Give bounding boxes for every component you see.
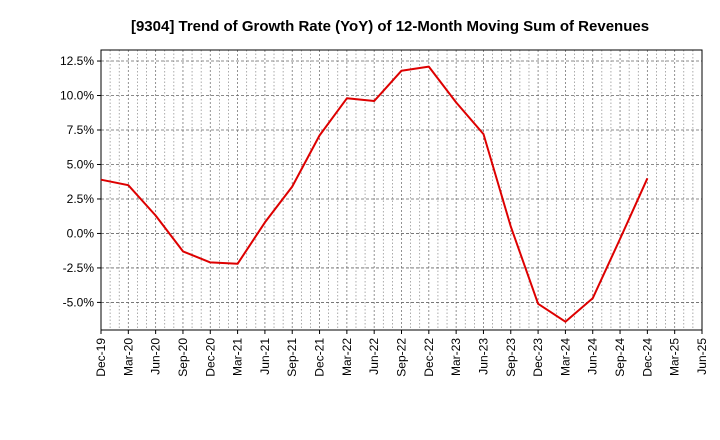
x-tick-label: Jun-24 [586, 338, 600, 375]
x-tick-label: Sep-21 [285, 338, 299, 377]
grid [101, 50, 702, 330]
x-tick-label: Mar-25 [668, 338, 682, 376]
x-tick-label: Dec-19 [94, 338, 108, 377]
y-tick-label: 10.0% [60, 89, 94, 103]
x-tick-label: Mar-22 [340, 338, 354, 376]
axes [97, 49, 703, 334]
series-layer [100, 65, 649, 323]
x-tick-label: Dec-23 [531, 338, 545, 377]
x-tick-label: Dec-22 [422, 338, 436, 377]
chart-title: [9304] Trend of Growth Rate (YoY) of 12-… [131, 18, 649, 35]
x-tick-label: Sep-22 [395, 338, 409, 377]
y-tick-label: 5.0% [67, 157, 95, 171]
x-tick-label: Sep-20 [176, 338, 190, 377]
x-tick-label: Mar-24 [558, 338, 572, 376]
x-tick-label: Dec-24 [640, 338, 654, 377]
y-tick-label: 0.0% [67, 226, 95, 240]
y-tick-label: -2.5% [63, 261, 95, 275]
x-tick-label: Jun-25 [695, 338, 709, 375]
y-axis-ticks: 12.5% 10.0% 7.5% 5.0% 2.5% 0.0% -2.5% -5.0% [60, 54, 94, 309]
x-tick-label: Mar-20 [121, 338, 135, 376]
y-tick-label: 12.5% [60, 54, 94, 68]
x-tick-label: Dec-21 [313, 338, 327, 377]
x-tick-label: Sep-24 [613, 338, 627, 377]
x-axis-ticks: Dec-19 Mar-20 Jun-20 Sep-20 Dec-20 Mar-21 Jun-… [94, 338, 709, 377]
x-tick-label: Jun-20 [149, 338, 163, 375]
x-tick-label: Jun-22 [367, 338, 381, 375]
y-tick-label: 7.5% [67, 123, 95, 137]
y-tick-label: -5.0% [63, 295, 95, 309]
x-tick-label: Jun-23 [476, 338, 490, 375]
x-tick-label: Sep-23 [504, 338, 518, 377]
y-tick-label: 2.5% [67, 192, 95, 206]
growth-rate-line [100, 65, 649, 323]
x-tick-label: Jun-21 [258, 338, 272, 375]
x-tick-label: Dec-20 [203, 338, 217, 377]
x-tick-label: Mar-23 [449, 338, 463, 376]
x-tick-label: Mar-21 [231, 338, 245, 376]
